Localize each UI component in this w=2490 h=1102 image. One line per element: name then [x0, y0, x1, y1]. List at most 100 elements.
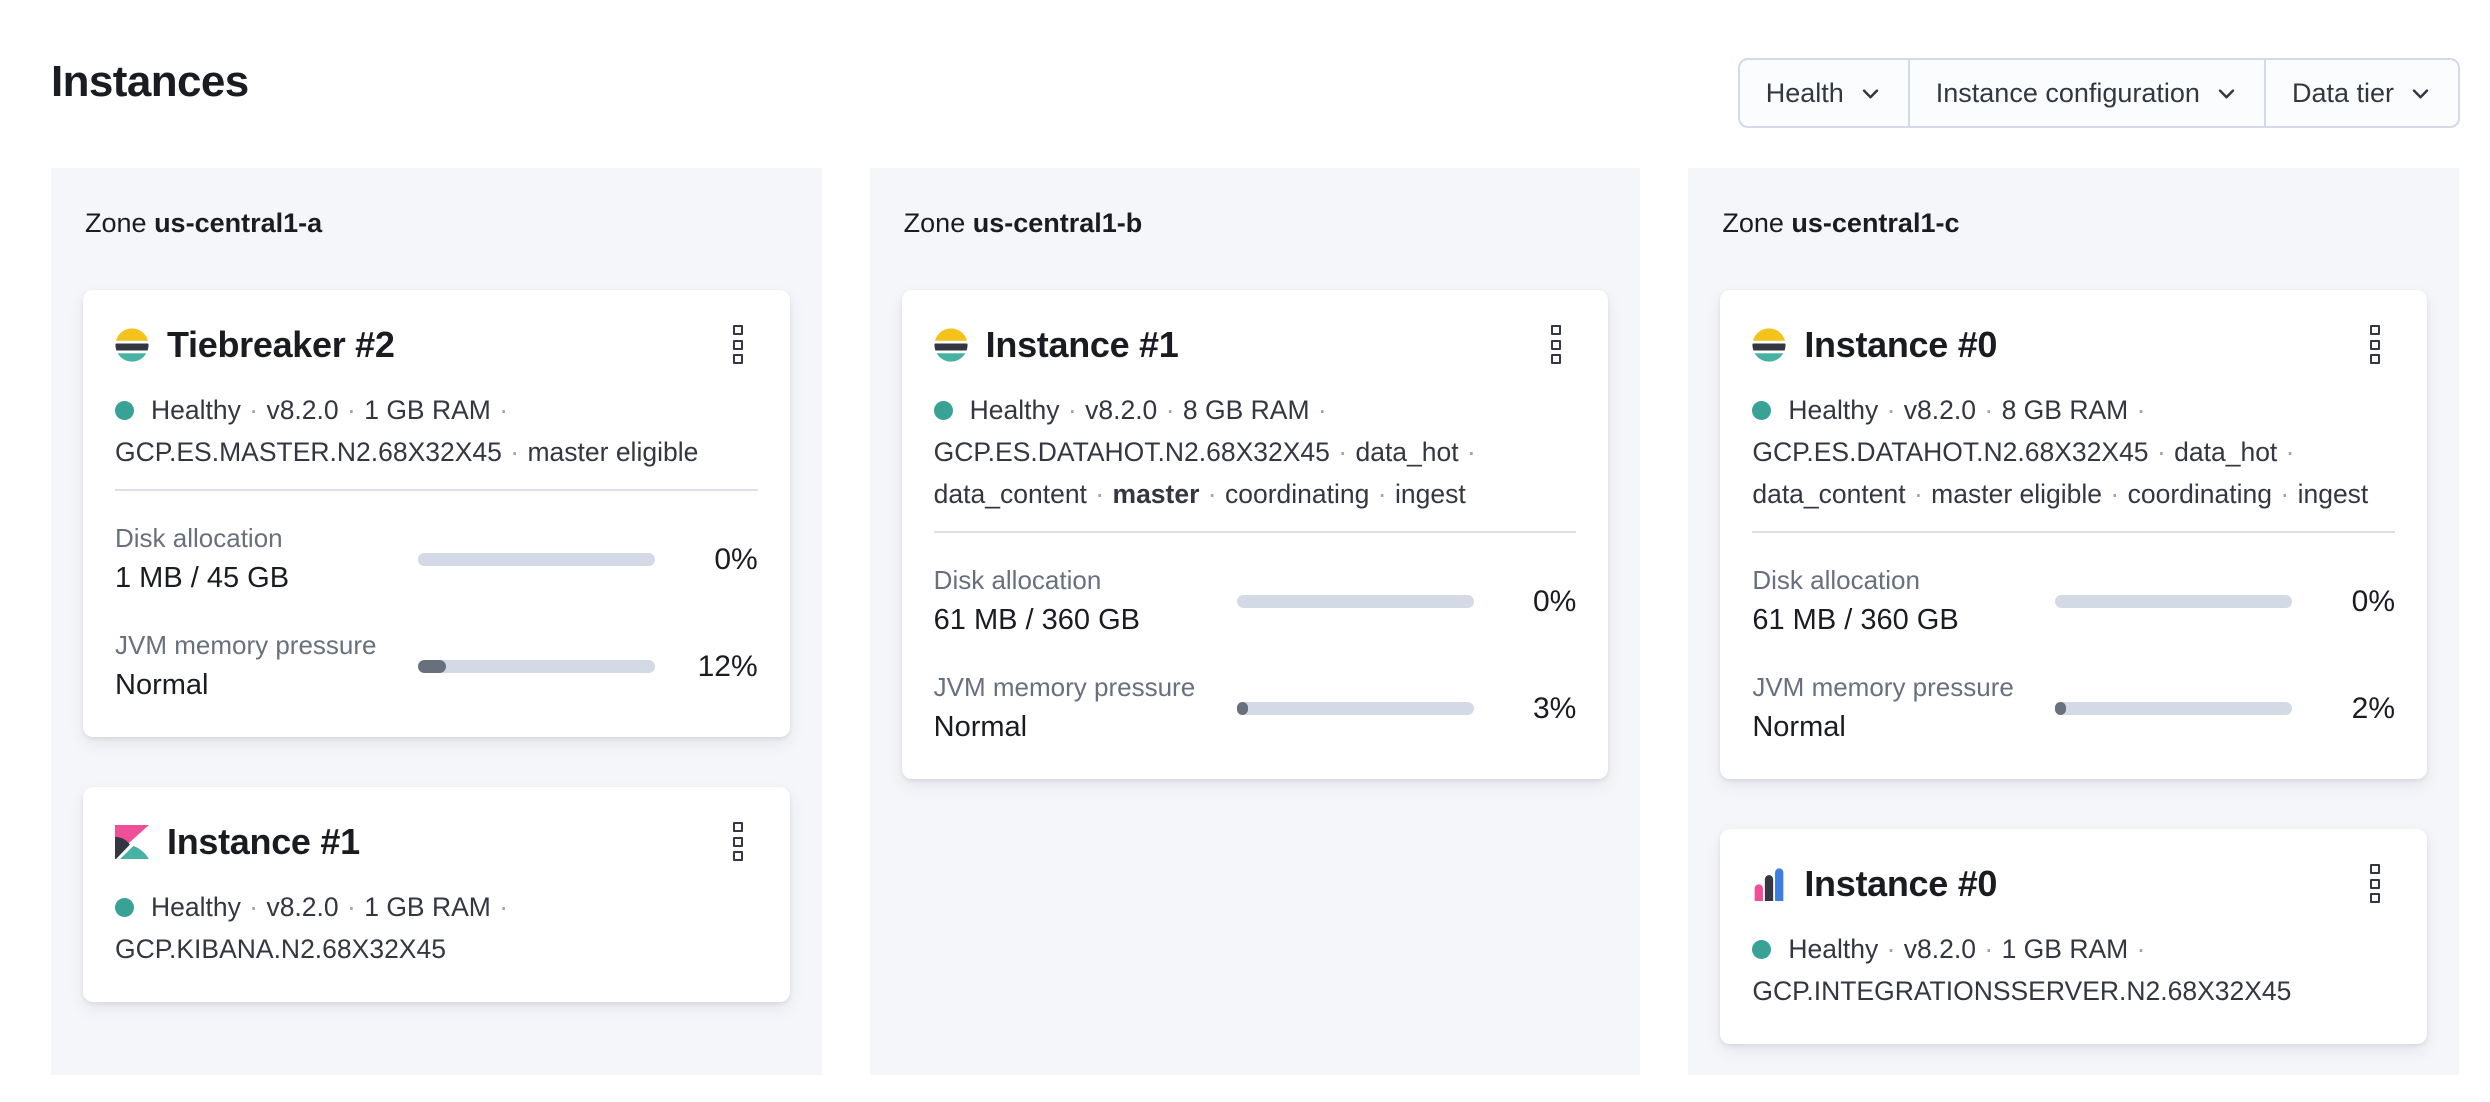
meta-token: ingest	[2297, 479, 2369, 509]
stat-value: Normal	[1752, 711, 1846, 743]
kebab-dot	[732, 339, 743, 350]
card-header: Instance #1	[934, 322, 1577, 367]
meta-separator: ·	[347, 395, 356, 425]
kebab-dot	[2370, 325, 2381, 335]
meta-separator: ·	[1886, 934, 1896, 964]
filter-group: Health Instance configuration Data tier	[1737, 58, 2460, 128]
filter-button-health[interactable]: Health	[1740, 60, 1908, 126]
kebab-dot	[732, 325, 743, 335]
instance-title: Tiebreaker #2	[167, 323, 395, 365]
meta-token: Healthy	[1788, 395, 1879, 425]
meta-token: data_hot	[1355, 437, 1459, 467]
stat-row-disk-allocation: Disk allocation 61 MB / 360 GB 0%	[1752, 533, 2395, 640]
card-header: Instance #0	[1752, 322, 2395, 367]
stat-label: JVM memory pressure	[1752, 672, 2014, 702]
health-status-dot	[933, 401, 953, 420]
meta-token: 1 GB RAM	[364, 892, 491, 922]
meta-line: data_content · master eligible · coordin…	[1752, 473, 2395, 515]
stat-value: Normal	[115, 669, 209, 701]
meta-separator: ·	[1165, 395, 1175, 425]
card-header: Instance #0	[1752, 861, 2395, 906]
stat-row-jvm-memory-pressure: JVM memory pressure Normal 12%	[115, 598, 758, 705]
zone-panel-us-central1-b: Zone us-central1-b Instance #1 Healthy · v…	[869, 168, 1641, 1075]
meta-separator: ·	[499, 395, 509, 425]
stat-percent: 12%	[697, 649, 758, 683]
instance-card: Instance #1 Healthy · v8.2.0 · 8 GB RAM ·…	[901, 290, 1609, 779]
meta-token: Healthy	[151, 892, 241, 922]
meta-token: v8.2.0	[1085, 395, 1158, 425]
chevron-down-icon	[2215, 82, 2238, 105]
filter-button-data-tier[interactable]: Data tier	[2263, 60, 2458, 126]
zone-panel-us-central1-a: Zone us-central1-a Tiebreaker #2 Healthy ·…	[51, 168, 822, 1075]
kebab-dot	[1551, 339, 1562, 350]
meta-token: master eligible	[527, 437, 699, 467]
meta-separator: ·	[249, 892, 259, 922]
meta-token: data_content	[933, 479, 1087, 509]
zone-label: Zone us-central1-a	[85, 206, 790, 240]
zone-label-word: Zone	[85, 208, 147, 238]
stat-percent: 0%	[714, 542, 758, 576]
instance-title: Instance #1	[985, 323, 1179, 365]
stat-label: Disk allocation	[115, 523, 283, 553]
kebab-dot	[2370, 878, 2381, 889]
progress-track	[418, 553, 655, 566]
stat-percent: 0%	[2351, 584, 2396, 618]
kibana-logo	[115, 824, 149, 859]
filter-button-instance-configuration[interactable]: Instance configuration	[1907, 60, 2264, 126]
instance-menu-button[interactable]	[730, 322, 746, 367]
stat-text: Disk allocation 61 MB / 360 GB	[934, 563, 1237, 640]
elasticsearch-logo	[1752, 327, 1786, 362]
meta-token: 8 GB RAM	[2001, 395, 2129, 425]
meta-token: GCP.ES.DATAHOT.N2.68X32X45	[933, 437, 1330, 467]
zone-name: us-central1-b	[972, 208, 1143, 238]
kebab-dot	[2370, 339, 2381, 350]
card-header: Tiebreaker #2	[115, 322, 758, 367]
stat-text: Disk allocation 61 MB / 360 GB	[1752, 563, 2055, 640]
meta-separator: ·	[2280, 479, 2290, 509]
meta-separator: ·	[249, 395, 259, 425]
meta-separator: ·	[2285, 437, 2295, 467]
meta-separator: ·	[510, 437, 520, 467]
kebab-dot	[732, 836, 743, 847]
stat-percent: 2%	[2351, 691, 2396, 725]
chevron-down-icon	[1859, 82, 1882, 105]
filter-button-label: Instance configuration	[1935, 77, 2200, 108]
zone-name: us-central1-c	[1791, 208, 1960, 238]
meta-separator: ·	[1067, 395, 1077, 425]
page-title: Instances	[51, 57, 249, 106]
card-divider	[933, 531, 1577, 533]
kebab-dot	[2370, 864, 2381, 874]
stat-label: JVM memory pressure	[933, 672, 1196, 702]
meta-line: GCP.KIBANA.N2.68X32X45	[115, 928, 758, 970]
stat-label: Disk allocation	[1752, 565, 1920, 595]
filter-button-label: Health	[1765, 77, 1844, 108]
instance-menu-button[interactable]	[730, 819, 746, 864]
meta-token: v8.2.0	[1903, 395, 1976, 425]
meta-line: GCP.INTEGRATIONSSERVER.N2.68X32X45	[1752, 970, 2395, 1012]
zone-label-word: Zone	[1722, 208, 1784, 238]
meta-token: GCP.ES.DATAHOT.N2.68X32X45	[1752, 437, 2149, 467]
zone-panel-us-central1-c: Zone us-central1-c Instance #0 Healthy · v…	[1688, 168, 2460, 1075]
card-divider	[115, 489, 758, 491]
kebab-dot	[732, 354, 743, 364]
progress-fill	[2055, 702, 2067, 715]
card-header: Instance #1	[115, 819, 758, 864]
meta-separator: ·	[1207, 479, 1217, 509]
instance-menu-button[interactable]	[2367, 322, 2383, 367]
meta-separator: ·	[1913, 479, 1923, 509]
meta-token: master	[1112, 479, 1200, 509]
health-status-dot	[115, 401, 134, 420]
meta-token: v8.2.0	[266, 892, 339, 922]
instance-menu-button[interactable]	[2367, 861, 2383, 906]
zone-name: us-central1-a	[154, 208, 323, 238]
meta-token: data_content	[1752, 479, 1906, 509]
kebab-dot	[2370, 354, 2381, 364]
stat-value: 61 MB / 360 GB	[1752, 604, 1959, 636]
progress-fill	[1236, 702, 1248, 715]
meta-separator: ·	[1886, 395, 1896, 425]
instance-card: Tiebreaker #2 Healthy · v8.2.0 · 1 GB RAM…	[83, 290, 790, 737]
stat-percent: 3%	[1532, 691, 1577, 725]
stat-row-disk-allocation: Disk allocation 1 MB / 45 GB 0%	[115, 491, 758, 598]
instance-menu-button[interactable]	[1548, 322, 1564, 367]
health-status-dot	[1752, 401, 1772, 420]
